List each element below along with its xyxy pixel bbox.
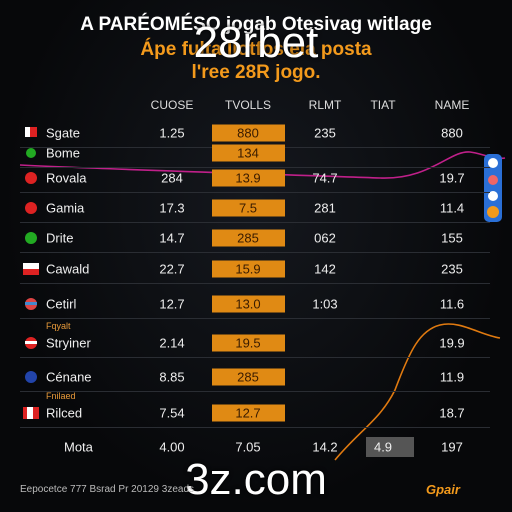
row-tag: Fnilaed bbox=[46, 391, 76, 401]
row-separator bbox=[20, 252, 490, 253]
highlight-box bbox=[212, 199, 285, 217]
cell: 4.00 bbox=[159, 439, 185, 455]
cell: 11.6 bbox=[439, 296, 465, 312]
cell: 74.7 bbox=[312, 170, 338, 186]
row-name: Rovala bbox=[46, 170, 87, 186]
cell: 197 bbox=[441, 439, 463, 455]
cell: 142 bbox=[314, 261, 336, 277]
cell: 17.3 bbox=[159, 200, 185, 216]
cell: 134 bbox=[237, 145, 259, 161]
row-name: Cénane bbox=[46, 369, 92, 385]
cell: 12.7 bbox=[235, 405, 261, 421]
row-separator bbox=[20, 167, 490, 168]
subheadline: Ápe fulta Ilotfos ela posta bbox=[140, 39, 372, 60]
row-name: Cetirl bbox=[46, 296, 77, 312]
row-separator bbox=[20, 357, 490, 358]
cell: 1:03 bbox=[312, 296, 338, 312]
cell: 7.05 bbox=[235, 439, 261, 455]
row-separator bbox=[20, 222, 490, 223]
watermark: 28rbet bbox=[193, 18, 319, 67]
cell: 284 bbox=[161, 170, 183, 186]
cell: 19.7 bbox=[439, 170, 465, 186]
cell: 19.9 bbox=[439, 335, 465, 351]
row-separator bbox=[20, 283, 490, 284]
highlight-box bbox=[212, 368, 285, 386]
cell: 11.4 bbox=[439, 200, 465, 216]
cell: 13.9 bbox=[235, 170, 261, 186]
cell: 12.7 bbox=[159, 296, 185, 312]
cell: 7.54 bbox=[159, 405, 185, 421]
cell: 1.25 bbox=[159, 125, 185, 141]
watermark: 3z.com bbox=[185, 455, 327, 504]
row-name: Rilced bbox=[46, 405, 83, 421]
highlight-box bbox=[212, 229, 285, 247]
row-name: Mota bbox=[64, 439, 93, 455]
cell: 4.9 bbox=[373, 439, 393, 455]
cell: 22.7 bbox=[159, 261, 185, 277]
headline: A PARÉOMÉSO jogab Otesivag witlage bbox=[80, 14, 432, 35]
cell: 15.9 bbox=[235, 261, 261, 277]
row-name: Cawald bbox=[46, 261, 90, 277]
highlight-box bbox=[212, 404, 285, 422]
cell: 155 bbox=[441, 230, 463, 246]
logo: Gpair bbox=[426, 482, 460, 497]
column-header: TVOLLS bbox=[224, 98, 272, 112]
row-name: Drite bbox=[46, 230, 74, 246]
cell: 14.2 bbox=[312, 439, 338, 455]
cell: 19.5 bbox=[235, 335, 261, 351]
highlight-box bbox=[212, 124, 285, 142]
cell: 281 bbox=[314, 200, 336, 216]
cell: 235 bbox=[314, 125, 336, 141]
row-name: Gamia bbox=[46, 200, 85, 216]
row-name: Sgate bbox=[46, 125, 80, 141]
row-name: Stryiner bbox=[46, 335, 91, 351]
cell: 11.9 bbox=[439, 369, 465, 385]
highlight-box bbox=[212, 144, 285, 162]
cell: 7.5 bbox=[238, 200, 258, 216]
cell: 285 bbox=[237, 369, 259, 385]
column-header: TIAT bbox=[370, 98, 396, 112]
cell: 880 bbox=[441, 125, 463, 141]
subheadline: l'ree 28R jogo. bbox=[191, 62, 321, 83]
cell: 062 bbox=[314, 230, 336, 246]
cell: 2.14 bbox=[159, 335, 185, 351]
footer-text: Eepocetce 777 Bsrad Pr 20129 3zeads bbox=[20, 484, 195, 495]
highlight-box bbox=[212, 260, 285, 278]
row-separator bbox=[20, 192, 490, 193]
cell: 8.85 bbox=[159, 369, 185, 385]
cell: 18.7 bbox=[439, 405, 465, 421]
row-separator bbox=[20, 427, 490, 428]
highlight-box bbox=[212, 169, 285, 187]
row-separator bbox=[20, 318, 490, 319]
highlight-box bbox=[212, 295, 285, 313]
column-header: RLMT bbox=[308, 98, 342, 112]
cell: 285 bbox=[237, 230, 259, 246]
cell: 13.0 bbox=[235, 296, 261, 312]
cell: 235 bbox=[441, 261, 463, 277]
cell: 14.7 bbox=[159, 230, 185, 246]
row-separator bbox=[20, 391, 490, 392]
column-header: NAME bbox=[434, 98, 470, 112]
highlight-box bbox=[212, 334, 285, 352]
row-name: Bome bbox=[46, 145, 80, 161]
column-header: CUOSE bbox=[150, 98, 194, 112]
cell: 880 bbox=[237, 125, 259, 141]
highlight-box bbox=[366, 437, 414, 457]
row-tag: Fqyalt bbox=[46, 321, 71, 331]
